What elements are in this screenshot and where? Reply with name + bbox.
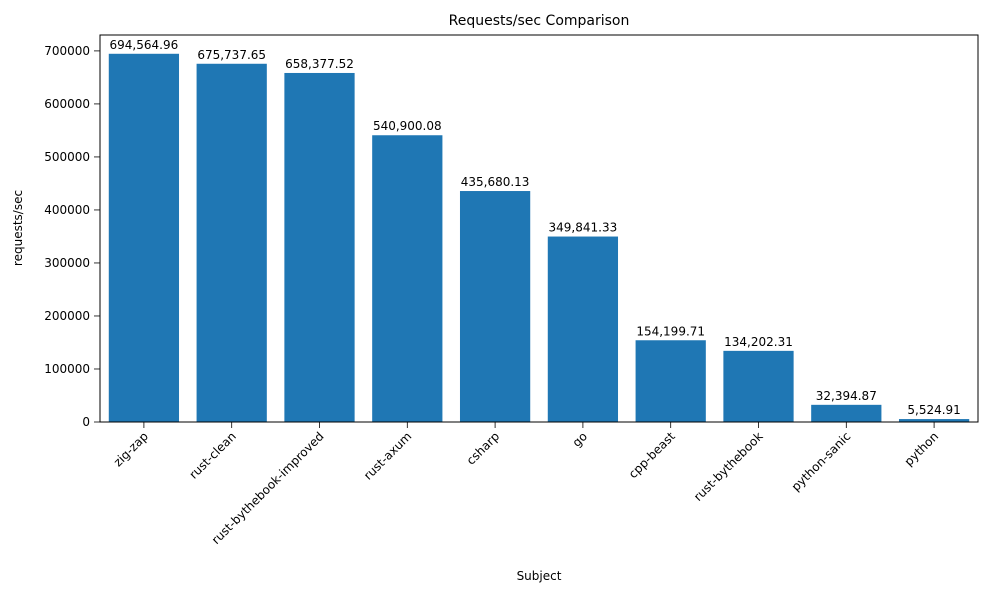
bar-value-label: 134,202.31 <box>724 335 793 349</box>
bar-rust-bythebook <box>723 350 794 422</box>
y-axis-title: requests/sec <box>11 190 25 266</box>
x-tick-label: rust-axum <box>361 429 414 482</box>
bar-cpp-beast <box>635 340 706 422</box>
bar-rust-clean <box>196 63 267 422</box>
bar-value-label: 349,841.33 <box>549 221 618 235</box>
bar-value-label: 675,737.65 <box>197 48 266 62</box>
y-tick-label: 200000 <box>44 309 90 323</box>
x-tick-label: csharp <box>464 429 502 467</box>
bar-csharp <box>459 191 531 422</box>
bar-rust-axum <box>372 135 443 423</box>
x-tick-label: rust-bythebook <box>691 429 766 504</box>
bar-value-label: 154,199.71 <box>636 324 705 338</box>
chart-title: Requests/sec Comparison <box>449 13 630 29</box>
y-tick-label: 300000 <box>44 256 90 270</box>
y-tick-label: 500000 <box>44 150 90 164</box>
x-tick-label: go <box>570 429 590 449</box>
y-tick-label: 600000 <box>44 97 90 111</box>
bar-value-label: 540,900.08 <box>373 119 442 133</box>
x-tick-label: python-sanic <box>789 429 854 494</box>
y-tick-label: 400000 <box>44 203 90 217</box>
bar-go <box>547 236 619 422</box>
y-tick-label: 100000 <box>44 362 90 376</box>
x-tick-label: python <box>902 429 942 469</box>
bar-value-label: 658,377.52 <box>285 57 354 71</box>
y-tick-label: 0 <box>82 415 90 429</box>
x-tick-label: rust-clean <box>186 429 238 481</box>
x-tick-label: zig-zap <box>111 429 151 469</box>
x-axis-title: Subject <box>517 569 562 583</box>
bar-value-label: 694,564.96 <box>110 38 179 52</box>
bar-value-label: 32,394.87 <box>816 389 877 403</box>
plot-frame <box>99 34 979 423</box>
bar-python-sanic <box>811 404 882 422</box>
plot-area: 0 100000 200000 300000 400000 500000 600000 700… <box>44 34 979 547</box>
bar-value-label: 5,524.91 <box>907 403 960 417</box>
bar-rust-bythebook-improved <box>284 72 355 422</box>
x-tick-label: cpp-beast <box>626 429 678 481</box>
bar-zig-zap <box>108 53 180 422</box>
bar-python <box>898 419 970 422</box>
y-tick-label: 700000 <box>44 44 90 58</box>
bar-value-label: 435,680.13 <box>461 175 530 189</box>
